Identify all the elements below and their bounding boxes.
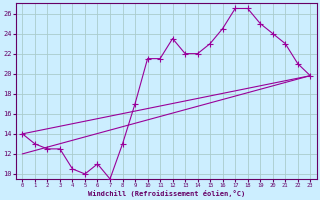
X-axis label: Windchill (Refroidissement éolien,°C): Windchill (Refroidissement éolien,°C) (88, 190, 245, 197)
